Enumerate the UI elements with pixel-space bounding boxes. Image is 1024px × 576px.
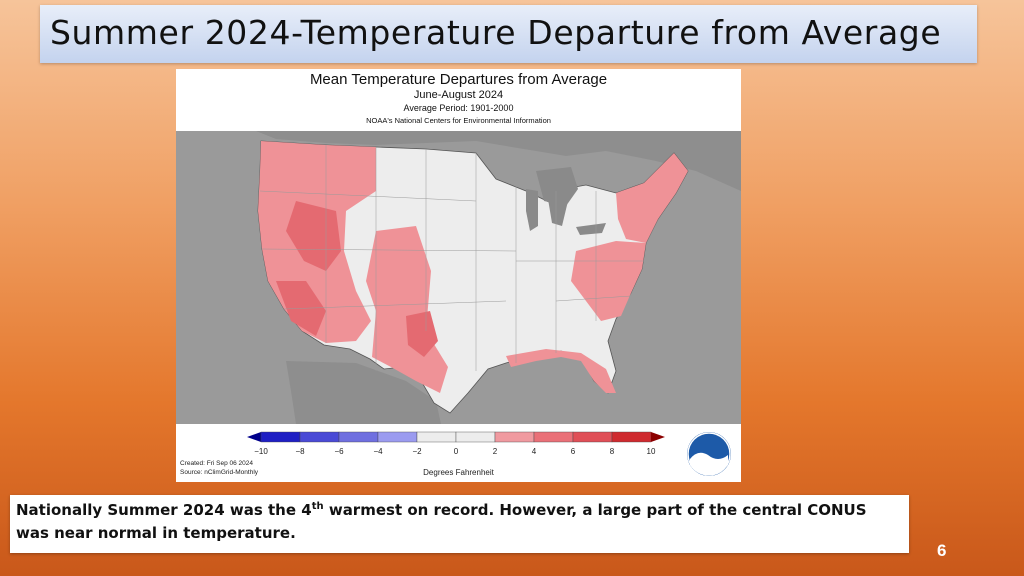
- legend-arrow-low: [247, 432, 261, 442]
- caption-text: Nationally Summer 2024 was the 4th warme…: [16, 499, 896, 545]
- noaa-logo: [687, 432, 731, 476]
- legend-tick-label: −4: [373, 447, 383, 456]
- caption-superscript: th: [311, 501, 324, 512]
- legend-swatch: [299, 431, 340, 443]
- caption-box: Nationally Summer 2024 was the 4th warme…: [10, 495, 909, 553]
- lake-huron: [548, 199, 568, 226]
- lake-michigan: [526, 189, 538, 231]
- west-texas-warm-core: [406, 311, 438, 357]
- legend-tick-label: 2: [493, 447, 498, 456]
- gulf-coast-warm: [506, 349, 616, 393]
- new-england-warm: [616, 153, 688, 243]
- color-legend: −10 −8 −6 −4 −2 0 2 4 6 8 10: [176, 424, 741, 482]
- legend-tick-label: 4: [532, 447, 537, 456]
- legend-swatch: [572, 431, 613, 443]
- map-period: June-August 2024: [413, 89, 504, 101]
- legend-swatch: [260, 431, 301, 443]
- legend-swatch: [494, 431, 535, 443]
- conus-map: [176, 131, 741, 424]
- map-source-org: NOAA's National Centers for Environmenta…: [366, 116, 551, 125]
- legend-swatch: [455, 431, 496, 443]
- map-area: [176, 131, 741, 424]
- legend-tick-label: −6: [334, 447, 344, 456]
- legend-tick-label: 10: [647, 447, 656, 456]
- legend-tick-label: −2: [412, 447, 422, 456]
- legend-scale-bar: −10 −8 −6 −4 −2 0 2 4 6 8 10: [247, 431, 665, 456]
- canada-land: [256, 131, 741, 191]
- map-title: Mean Temperature Departures from Average: [309, 71, 608, 88]
- legend-tick-label: −10: [254, 447, 268, 456]
- temperature-departure-map: Mean Temperature Departures from Average…: [176, 69, 741, 482]
- created-date: Created: Fri Sep 06 2024: [180, 460, 253, 467]
- caption-text-part2: warmest on record. However, a large part…: [16, 501, 867, 542]
- legend-swatch: [611, 431, 652, 443]
- mexico-land: [286, 361, 441, 424]
- map-average-period: Average Period: 1901-2000: [403, 103, 514, 113]
- legend-arrow-high: [651, 432, 665, 442]
- map-credits: Created: Fri Sep 06 2024 Source: nClimGr…: [180, 459, 258, 477]
- caption-text-part1: Nationally Summer 2024 was the 4: [16, 501, 312, 519]
- legend-units: Degrees Fahrenheit: [423, 468, 494, 477]
- slide-title: Summer 2024-Temperature Departure from A…: [50, 13, 942, 52]
- legend-swatch: [416, 431, 457, 443]
- legend-tick-label: −8: [295, 447, 305, 456]
- legend-tick-label: 8: [610, 447, 615, 456]
- slide-title-bar: Summer 2024-Temperature Departure from A…: [40, 5, 977, 63]
- slide-number: 6: [937, 541, 947, 560]
- state-borders: [259, 145, 646, 371]
- lake-erie: [576, 223, 606, 235]
- map-header: Mean Temperature Departures from Average…: [176, 69, 741, 131]
- lake-superior: [536, 167, 578, 206]
- great-basin-warm-core: [286, 201, 341, 271]
- data-source: Source: nClimGrid-Monthly: [180, 469, 259, 476]
- legend-swatch: [533, 431, 574, 443]
- legend-tick-label: 0: [454, 447, 459, 456]
- legend-tick-label: 6: [571, 447, 576, 456]
- legend-swatch: [338, 431, 379, 443]
- legend-swatch: [377, 431, 418, 443]
